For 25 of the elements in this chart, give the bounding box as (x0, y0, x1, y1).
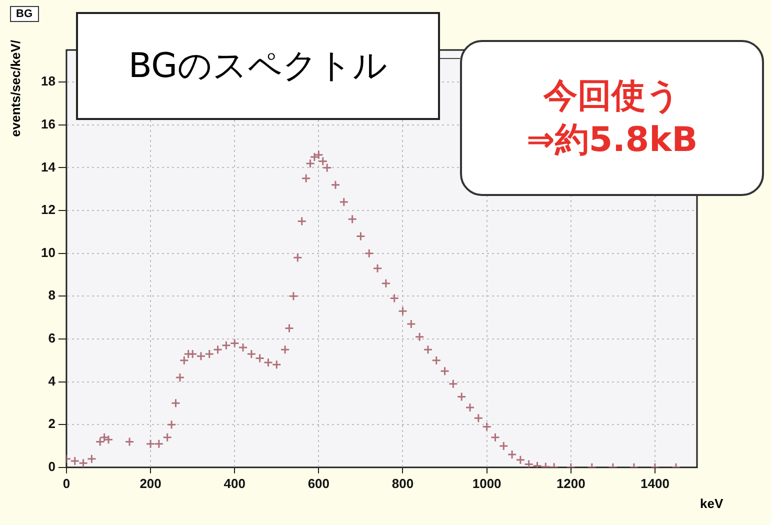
y-tick-label: 18 (40, 74, 56, 89)
x-tick-label: 0 (62, 476, 70, 491)
chart-title: BG (10, 6, 38, 22)
rounded-callout-box: 今回使う ⇒約5.8kB (460, 40, 764, 196)
y-tick-label: 16 (40, 116, 56, 132)
y-axis-title: events/sec/keV/ (8, 40, 23, 137)
callout-box: BGのスペクトル (76, 12, 440, 120)
x-tick-label: 800 (392, 476, 414, 491)
x-tick-label: 1200 (556, 476, 586, 491)
x-tick-label: 1400 (640, 476, 670, 491)
x-tick-label: 600 (308, 476, 330, 491)
y-tick-label: 8 (48, 288, 56, 303)
x-axis-title: keV (700, 496, 724, 511)
x-tick-label: 1000 (472, 476, 502, 491)
y-tick-label: 4 (48, 373, 56, 388)
y-tick-label: 0 (48, 458, 56, 474)
x-tick-label: 200 (140, 476, 162, 491)
y-tick-label: 14 (40, 159, 56, 174)
y-tick-label: 12 (40, 202, 56, 218)
y-tick-label: 6 (48, 330, 56, 346)
annotation: ⇒約5.8kB (526, 119, 698, 162)
y-tick-label: 10 (40, 244, 56, 260)
annotation: 今回使う (544, 74, 680, 118)
x-tick-label: 400 (224, 476, 246, 491)
y-tick-label: 2 (48, 416, 56, 432)
